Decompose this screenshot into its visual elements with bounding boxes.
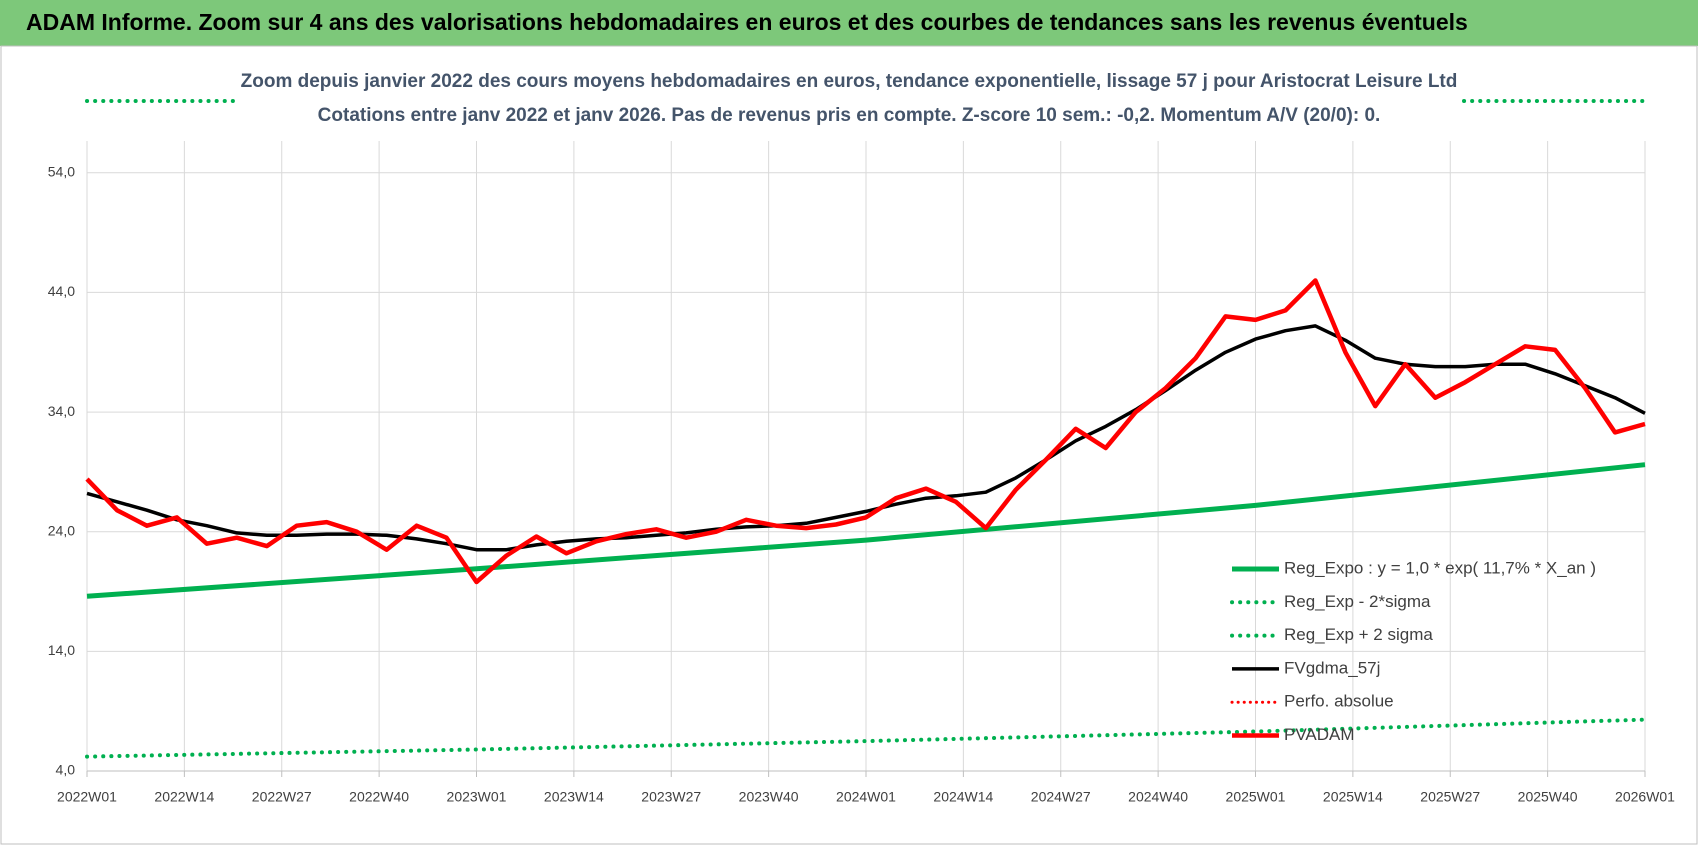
x-tick-label: 2022W01 <box>57 789 117 805</box>
x-tick-label: 2026W01 <box>1615 789 1675 805</box>
y-tick-label: 34,0 <box>48 403 75 419</box>
x-tick-label: 2023W01 <box>447 789 507 805</box>
series-line <box>86 324 1646 552</box>
x-tick-label: 2023W14 <box>544 789 604 805</box>
x-tick-label: 2024W14 <box>933 789 993 805</box>
chart-frame <box>0 45 1698 845</box>
plot-area: 4,0 14,0 24,0 34,0 44,0 54,0 2022W01 2022W14 202… <box>48 99 1675 805</box>
legend-label: Reg_Exp - 2*sigma <box>1284 592 1431 611</box>
legend-label: PVADAM <box>1284 725 1355 744</box>
legend-label: Reg_Exp + 2 sigma <box>1284 625 1433 644</box>
x-tick-label: 2025W01 <box>1226 789 1286 805</box>
legend-label: Perfo. absolue <box>1284 692 1394 711</box>
chart-title: Zoom depuis janvier 2022 des cours moyen… <box>241 71 1458 92</box>
legend-label: Reg_Expo : y = 1,0 * exp( 11,7% * X_an ) <box>1284 558 1596 577</box>
x-tick-label: 2023W40 <box>739 789 799 805</box>
x-tick-label: 2022W14 <box>154 789 214 805</box>
x-tick-label: 2025W14 <box>1323 789 1383 805</box>
x-tick-label: 2023W27 <box>641 789 701 805</box>
header-bar <box>0 0 1698 46</box>
series-line <box>86 462 1646 599</box>
series-line <box>85 278 1646 585</box>
title-box <box>236 64 1458 136</box>
y-tick-label: 4,0 <box>56 762 76 778</box>
x-tick-label: 2022W40 <box>349 789 409 805</box>
x-tick-label: 2025W40 <box>1518 789 1578 805</box>
legend-label: FVgdma_57j <box>1284 658 1380 677</box>
y-tick-label: 54,0 <box>48 163 75 179</box>
y-tick-label: 14,0 <box>48 642 75 658</box>
chart-subtitle: Cotations entre janv 2022 et janv 2026. … <box>318 105 1381 126</box>
header-title: ADAM Informe. Zoom sur 4 ans des valoris… <box>26 9 1468 35</box>
x-tick-label: 2024W01 <box>836 789 896 805</box>
y-tick-label: 24,0 <box>48 522 75 538</box>
x-tick-label: 2022W27 <box>252 789 312 805</box>
y-tick-label: 44,0 <box>48 283 75 299</box>
x-tick-label: 2025W27 <box>1420 789 1480 805</box>
x-tick-label: 2024W27 <box>1031 789 1091 805</box>
x-tick-label: 2024W40 <box>1128 789 1188 805</box>
legend: Reg_Expo : y = 1,0 * exp( 11,7% * X_an )… <box>1230 558 1596 744</box>
series-line <box>85 717 1647 759</box>
